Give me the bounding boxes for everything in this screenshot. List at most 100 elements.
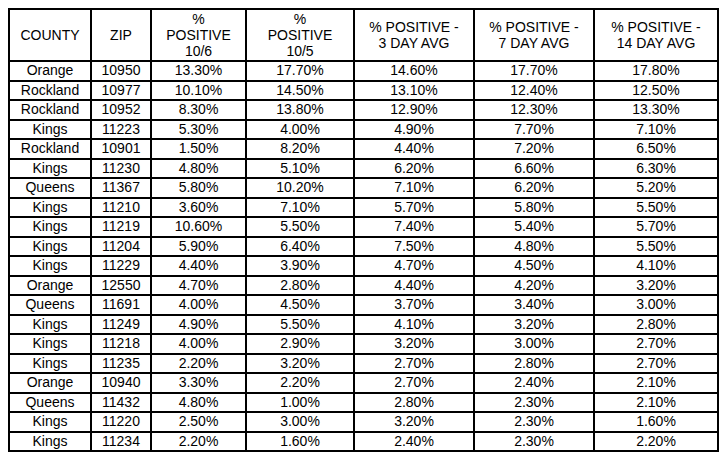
cell: Queens [9,178,91,198]
cell: 4.40% [151,256,246,276]
cell: 2.80% [354,393,474,413]
cell: 1.60% [246,432,354,452]
cell: 11432 [91,393,151,413]
cell: 5.70% [354,198,474,218]
cell: 4.00% [151,334,246,354]
cell: 2.30% [474,393,594,413]
table-row: Orange109403.30%2.20%2.70%2.40%2.10% [9,373,718,393]
cell: 4.70% [354,256,474,276]
cell: Kings [9,217,91,237]
cell: 4.50% [474,256,594,276]
cell: Kings [9,432,91,452]
cell: 5.50% [246,315,354,335]
table-row: Kings112202.50%3.00%3.20%2.30%1.60% [9,412,718,432]
cell: 8.20% [246,139,354,159]
cell: 7.10% [594,120,718,140]
cell: 2.70% [354,373,474,393]
cell: 12.30% [474,100,594,120]
cell: 4.80% [151,159,246,179]
cell: 5.40% [474,217,594,237]
cell: 12.50% [594,81,718,101]
table-row: Orange1095013.30%17.70%14.60%17.70%17.80… [9,61,718,81]
cell: 10950 [91,61,151,81]
cell: 3.20% [474,315,594,335]
cell: Rockland [9,139,91,159]
cell: 4.10% [354,315,474,335]
cell: 13.30% [594,100,718,120]
cell: 11220 [91,412,151,432]
cell: 13.10% [354,81,474,101]
cell: 2.70% [594,334,718,354]
cell: 12550 [91,276,151,296]
table-row: Rockland109011.50%8.20%4.40%7.20%6.50% [9,139,718,159]
cell: 1.00% [246,393,354,413]
column-header: % POSITIVE 10/5 [246,9,354,61]
cell: 3.30% [151,373,246,393]
cell: 2.80% [246,276,354,296]
cell: Kings [9,315,91,335]
cell: 10940 [91,373,151,393]
cell: 6.40% [246,237,354,257]
cell: 5.20% [594,178,718,198]
cell: 11230 [91,159,151,179]
table-row: Kings112103.60%7.10%5.70%5.80%5.50% [9,198,718,218]
cell: 10901 [91,139,151,159]
cell: 3.70% [354,295,474,315]
cell: Kings [9,120,91,140]
cell: 2.90% [246,334,354,354]
cell: 2.30% [474,432,594,452]
cell: Orange [9,373,91,393]
cell: 1.60% [594,412,718,432]
cell: 10977 [91,81,151,101]
table-row: Rockland1097710.10%14.50%13.10%12.40%12.… [9,81,718,101]
cell: 5.10% [246,159,354,179]
cell: 11204 [91,237,151,257]
cell: 3.00% [474,334,594,354]
cell: 11218 [91,334,151,354]
cell: 5.90% [151,237,246,257]
table-row: Queens113675.80%10.20%7.10%6.20%5.20% [9,178,718,198]
cell: 3.90% [246,256,354,276]
cell: 11229 [91,256,151,276]
column-header: % POSITIVE - 3 DAY AVG [354,9,474,61]
table-row: Kings1121910.60%5.50%7.40%5.40%5.70% [9,217,718,237]
cell: 3.20% [354,412,474,432]
cell: 17.70% [474,61,594,81]
cell: 11235 [91,354,151,374]
header-row: COUNTYZIP% POSITIVE 10/6% POSITIVE 10/5%… [9,9,718,61]
cell: 4.80% [474,237,594,257]
cell: 7.40% [354,217,474,237]
cell: 3.60% [151,198,246,218]
cell: 13.80% [246,100,354,120]
table-row: Queens116914.00%4.50%3.70%3.40%3.00% [9,295,718,315]
cell: Rockland [9,100,91,120]
cell: 14.50% [246,81,354,101]
cell: Kings [9,237,91,257]
cell: 12.40% [474,81,594,101]
cell: 4.10% [594,256,718,276]
cell: 11219 [91,217,151,237]
cell: 14.60% [354,61,474,81]
table-row: Queens114324.80%1.00%2.80%2.30%2.10% [9,393,718,413]
table-row: Kings112235.30%4.00%4.90%7.70%7.10% [9,120,718,140]
column-header: COUNTY [9,9,91,61]
cell: 6.20% [354,159,474,179]
cell: 2.80% [474,354,594,374]
cell: 2.70% [594,354,718,374]
cell: Kings [9,334,91,354]
table-row: Rockland109528.30%13.80%12.90%12.30%13.3… [9,100,718,120]
table-row: Orange125504.70%2.80%4.40%4.20%3.20% [9,276,718,296]
cell: 4.90% [354,120,474,140]
cell: 5.80% [474,198,594,218]
cell: 3.20% [246,354,354,374]
cell: 3.40% [474,295,594,315]
cell: 1.50% [151,139,246,159]
cell: 7.10% [246,198,354,218]
cell: 4.80% [151,393,246,413]
cell: 17.70% [246,61,354,81]
cell: Queens [9,393,91,413]
cell: Kings [9,354,91,374]
table-row: Kings112294.40%3.90%4.70%4.50%4.10% [9,256,718,276]
cell: 4.40% [354,276,474,296]
positivity-table: COUNTYZIP% POSITIVE 10/6% POSITIVE 10/5%… [8,8,719,452]
